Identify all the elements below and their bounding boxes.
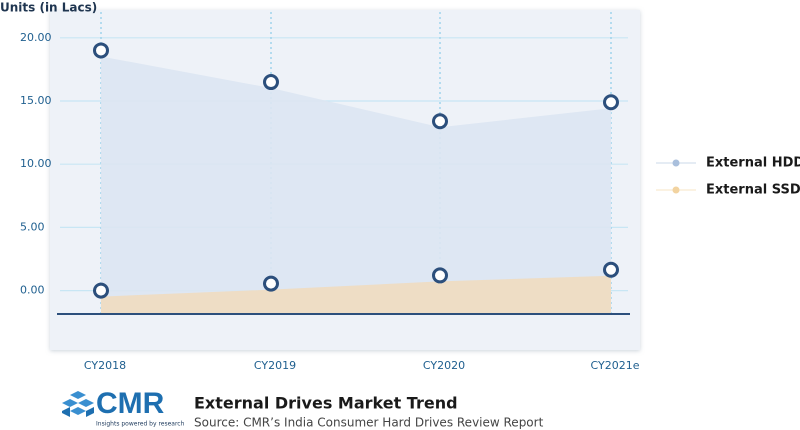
- chart-title: External Drives Market Trend: [194, 394, 458, 413]
- x-tick-label: CY2020: [423, 359, 465, 372]
- legend-marker: [672, 159, 680, 167]
- chart-subtitle: Source: CMR’s India Consumer Hard Drives…: [194, 416, 544, 430]
- x-tick-label: CY2021e: [591, 359, 640, 372]
- area: [101, 275, 611, 314]
- x-tick-label: CY2019: [254, 359, 296, 372]
- marker: [263, 74, 279, 91]
- logo-tagline: Insights powered by research: [96, 421, 185, 428]
- y-tick-label: 20.00: [20, 31, 52, 44]
- marker: [263, 275, 279, 292]
- marker: [93, 282, 109, 299]
- area: [101, 56, 611, 314]
- x-tick-label: CY2018: [84, 359, 126, 372]
- marker: [603, 94, 619, 111]
- legend-label: External SSD: [706, 183, 800, 198]
- y-tick-label: 0.00: [20, 284, 45, 297]
- legend-marker: [672, 186, 680, 194]
- marker: [93, 42, 109, 59]
- logo: CMR Insights powered by research: [62, 387, 185, 428]
- y-tick-label: 10.00: [20, 157, 52, 170]
- marker: [432, 113, 448, 130]
- marker: [603, 261, 619, 278]
- y-tick-label: 15.00: [20, 94, 52, 107]
- y-axis-title: Units (in Lacs): [0, 1, 97, 15]
- legend-label: External HDD: [706, 156, 800, 171]
- y-tick-label: 5.00: [20, 220, 45, 233]
- logo-text: CMR: [96, 387, 165, 420]
- marker: [432, 267, 448, 284]
